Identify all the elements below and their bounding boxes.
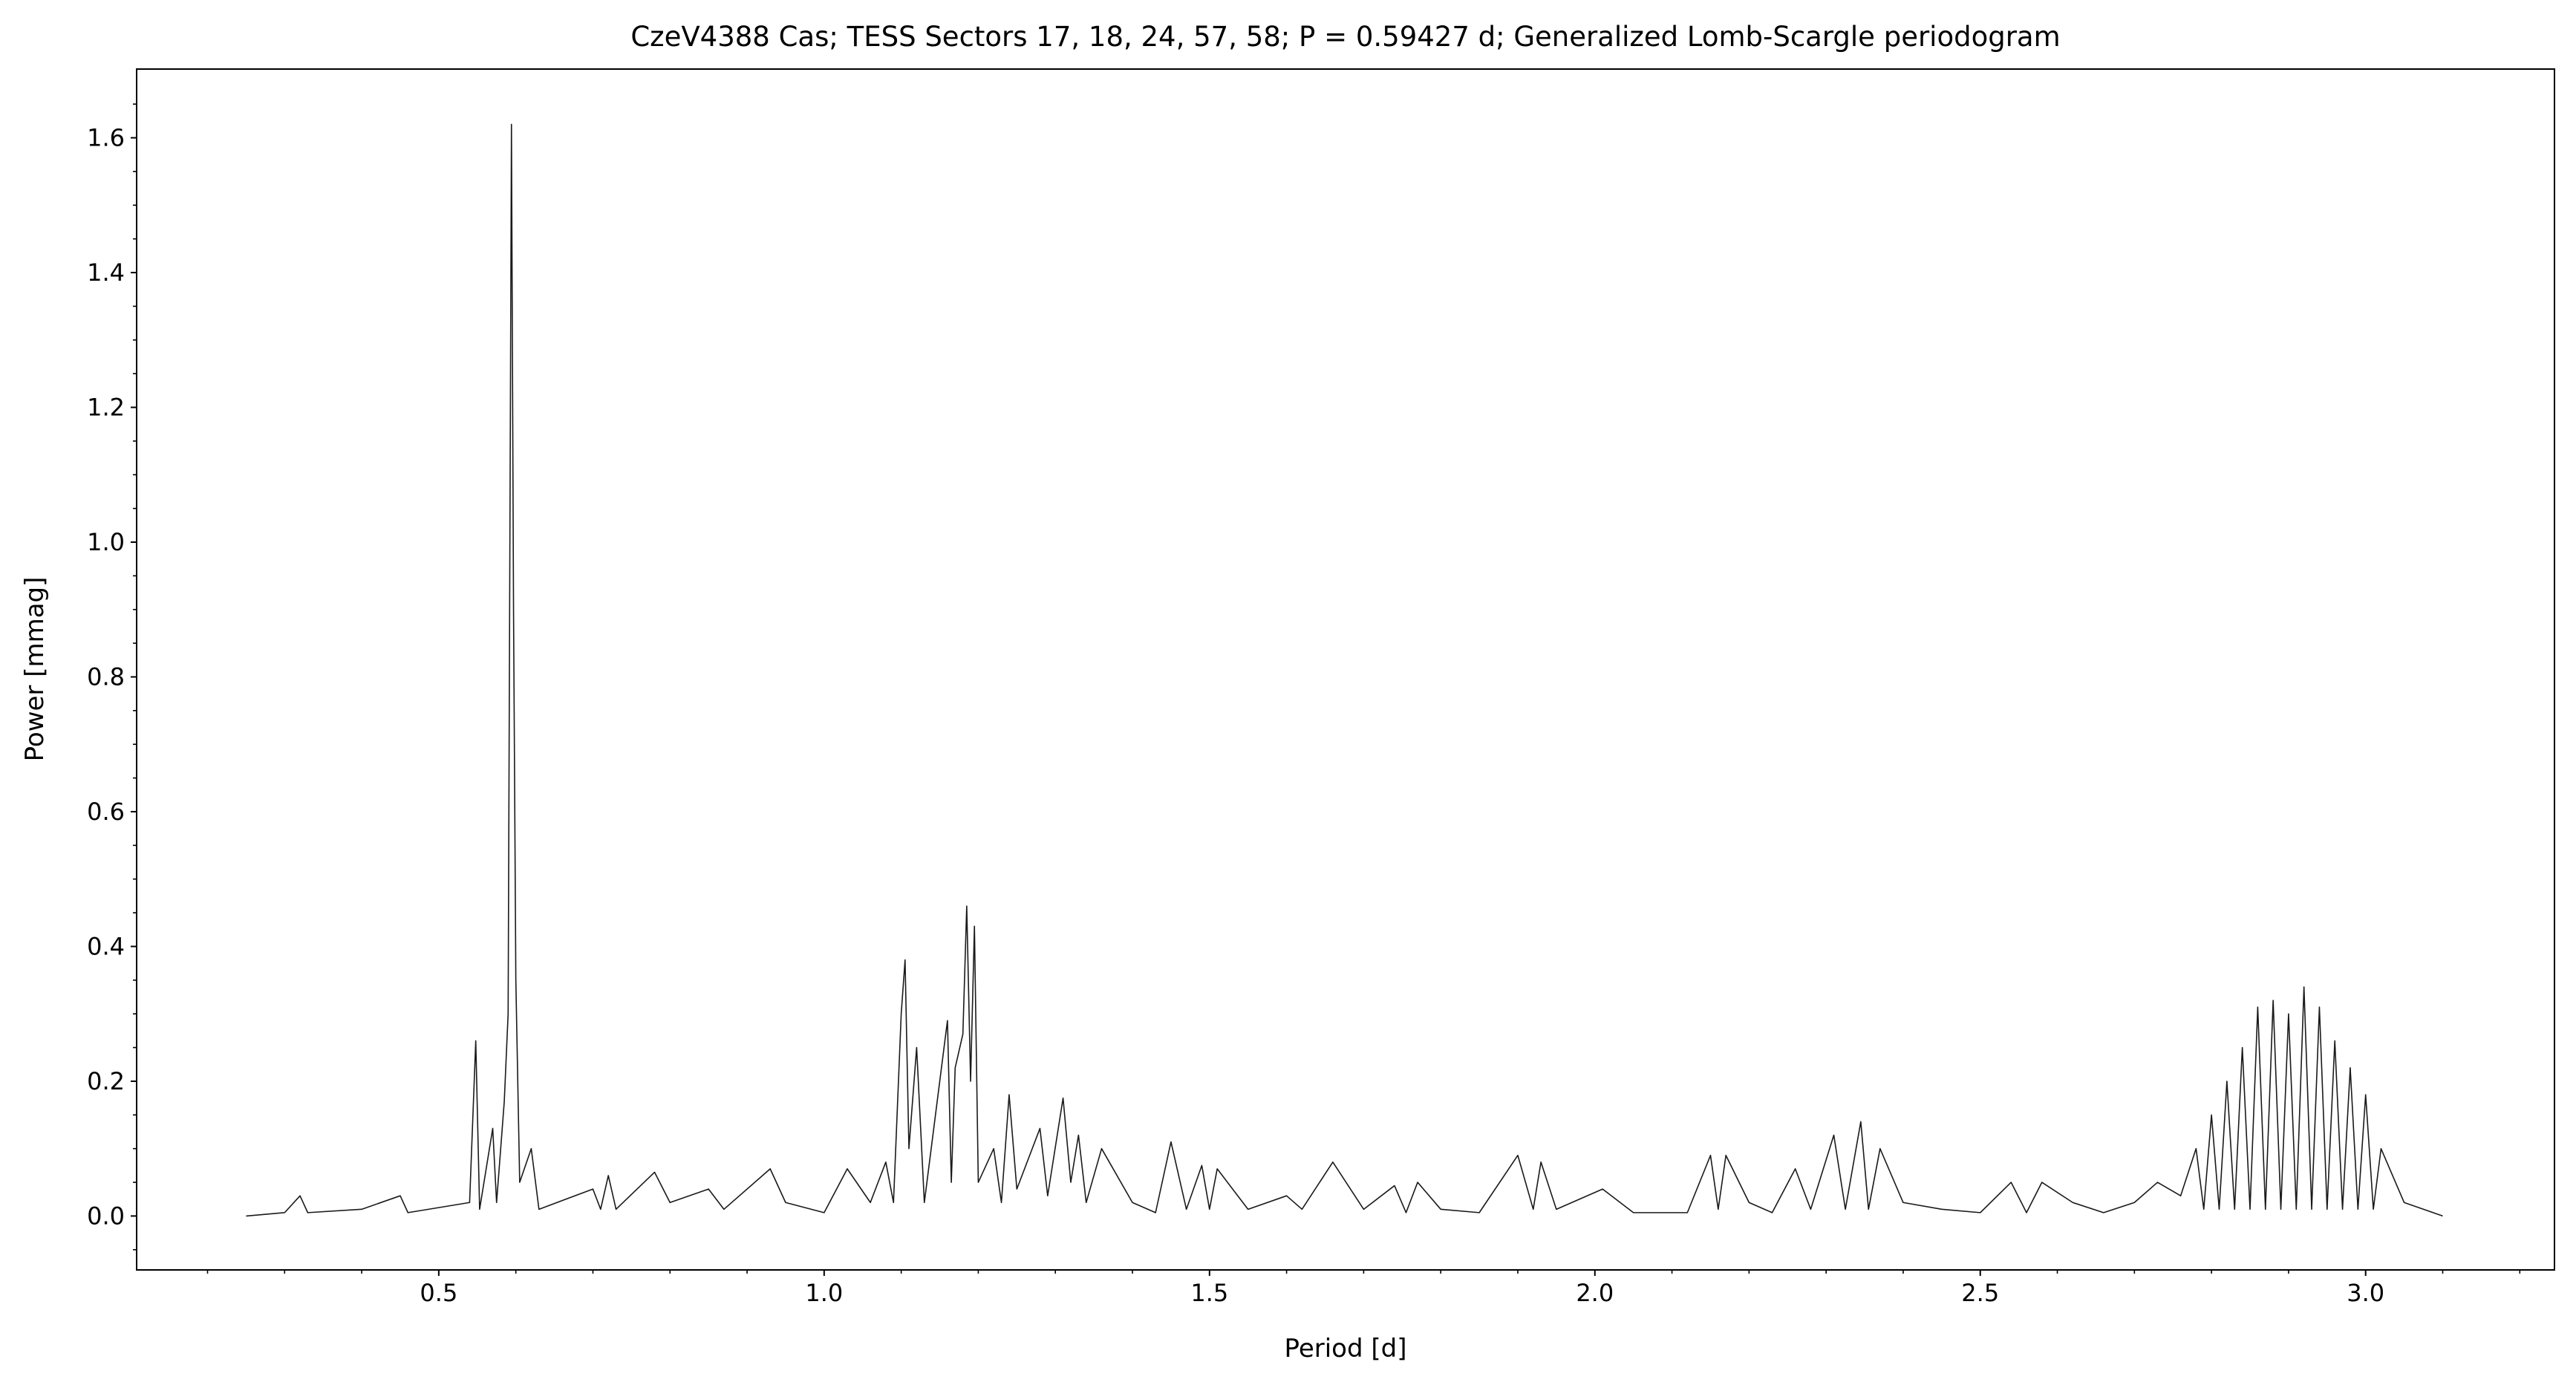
y-tick-label: 0.6 xyxy=(87,798,125,826)
y-tick-label: 0.8 xyxy=(87,662,125,691)
y-tick-label: 0.2 xyxy=(87,1067,125,1095)
x-tick-label: 0.5 xyxy=(420,1279,457,1307)
y-tick-label: 1.4 xyxy=(87,258,125,287)
x-tick-label: 1.0 xyxy=(805,1279,843,1307)
x-tick-label: 2.0 xyxy=(1576,1279,1614,1307)
x-tick-label: 3.0 xyxy=(2347,1279,2384,1307)
y-tick-label: 0.4 xyxy=(87,932,125,960)
x-axis-label: Period [d] xyxy=(1285,1334,1407,1363)
x-tick-label: 2.5 xyxy=(1961,1279,1999,1307)
chart-title: CzeV4388 Cas; TESS Sectors 17, 18, 24, 5… xyxy=(630,21,2060,53)
periodogram-line xyxy=(246,123,2443,1217)
y-tick-label: 1.6 xyxy=(87,124,125,152)
x-tick-label: 1.5 xyxy=(1190,1279,1228,1307)
y-tick-label: 0.0 xyxy=(87,1202,125,1230)
plot-frame xyxy=(136,68,2555,1271)
y-tick-label: 1.0 xyxy=(87,528,125,556)
y-tick-label: 1.2 xyxy=(87,394,125,422)
y-axis-label: Power [mmag] xyxy=(20,577,50,762)
